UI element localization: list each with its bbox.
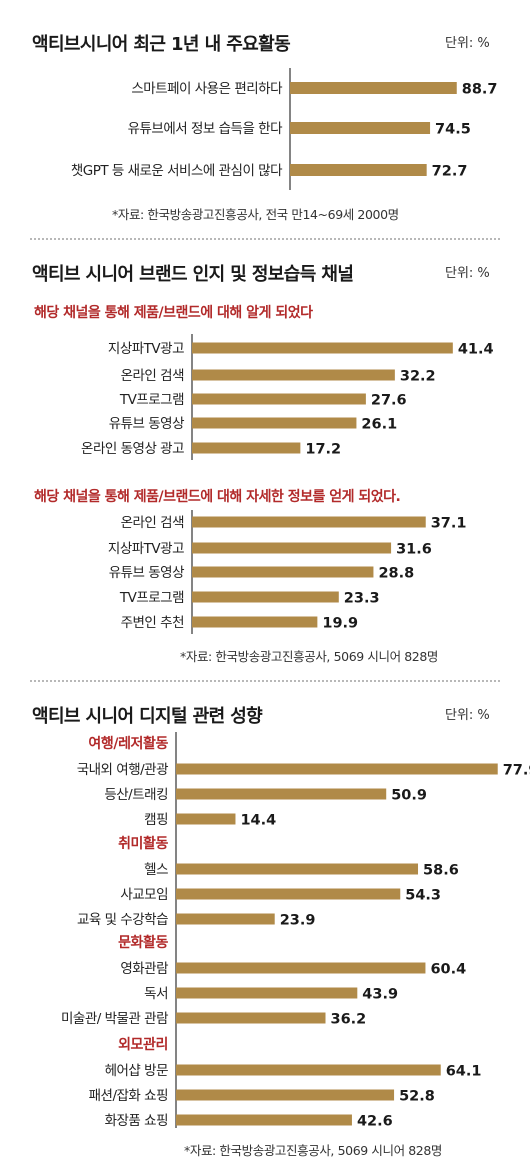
chart3-value-label: 31.6: [396, 542, 432, 558]
chart4-bar: [176, 1114, 352, 1126]
chart4-category-label: 국내외 여행/관광: [77, 762, 168, 778]
section-2-source: *자료: 한국방송광고진흥공사, 5069 시니어 828명: [180, 649, 438, 664]
chart1-bar: [290, 164, 427, 176]
section-1-source: *자료: 한국방송광고진흥공사, 전국 만14~69세 2000명: [112, 207, 399, 222]
chart4-category-label: 등산/트래킹: [104, 787, 168, 803]
chart2-value-label: 27.6: [371, 393, 407, 409]
chart3-category-label: TV프로그램: [119, 590, 184, 606]
section-3-title: 액티브 시니어 디지털 관련 성향: [32, 706, 263, 727]
chart4-group-label: 취미활동: [118, 835, 168, 852]
section-divider-1: [30, 238, 500, 240]
section-divider-2: [30, 680, 500, 682]
chart4-category-label: 교육 및 수강학습: [77, 912, 168, 928]
chart4-group-label: 외모관리: [118, 1036, 168, 1053]
chart2-bar: [192, 369, 395, 381]
chart4-bar: [176, 763, 498, 775]
chart2-bar: [192, 417, 357, 429]
chart4-value-label: 52.8: [399, 1089, 435, 1105]
chart4-value-label: 50.9: [391, 788, 427, 804]
chart4-value-label: 23.9: [280, 913, 316, 929]
chart3-value-label: 19.9: [322, 616, 358, 632]
chart1-category-label: 스마트페이 사용은 편리하다: [131, 81, 283, 97]
chart3-bar: [192, 516, 426, 528]
chart4-category-label: 화장품 쇼핑: [105, 1113, 168, 1129]
chart1-value-label: 72.7: [432, 164, 468, 180]
chart2-bar: [192, 442, 301, 454]
section-2-subtitle-2: 해당 채널을 통해 제품/브랜드에 대해 자세한 정보를 얻게 되었다.: [34, 489, 401, 505]
chart1-bar: [290, 122, 431, 134]
chart4-value-label: 14.4: [240, 813, 276, 829]
chart4-category-label: 영화관람: [120, 961, 168, 977]
chart4-group-label: 문화활동: [118, 934, 168, 951]
chart4-category-label: 헬스: [144, 862, 168, 878]
chart3-bar: [192, 591, 339, 603]
chart4-category-label: 독서: [144, 986, 168, 1002]
section-3-unit: 단위: %: [445, 708, 490, 723]
chart4-category-label: 헤어샵 방문: [105, 1063, 168, 1079]
section-2-subtitle-1: 해당 채널을 통해 제품/브랜드에 대해 알게 되었다: [34, 305, 313, 321]
chart1-category-label: 유튜브에서 정보 습득을 한다: [128, 121, 283, 137]
chart4-category-label: 캠핑: [144, 812, 168, 828]
chart4-bar: [176, 1064, 441, 1076]
chart4-bar: [176, 788, 387, 800]
chart4-category-label: 미술관/ 박물관 관람: [61, 1011, 168, 1027]
chart4-value-label: 60.4: [430, 962, 466, 978]
chart3-bar: [192, 616, 318, 628]
section-1-unit: 단위: %: [445, 36, 490, 51]
chart2-bar: [192, 342, 453, 354]
chart2-value-label: 32.2: [400, 369, 436, 385]
section-3-source: *자료: 한국방송광고진흥공사, 5069 시니어 828명: [184, 1143, 442, 1158]
chart1-value-label: 88.7: [462, 82, 498, 98]
chart4-bar: [176, 962, 426, 974]
chart4-bar: [176, 913, 275, 925]
chart3-bar: [192, 566, 374, 578]
chart2-category-label: TV프로그램: [119, 392, 184, 408]
chart4-bar: [176, 813, 236, 825]
section-2-unit: 단위: %: [445, 266, 490, 281]
chart4-category-label: 사교모임: [120, 887, 168, 903]
chart4-bar: [176, 888, 401, 900]
chart3-category-label: 주변인 추천: [121, 615, 184, 631]
chart1-value-label: 74.5: [435, 122, 471, 138]
chart3-bar: [192, 542, 392, 554]
chart4-bar: [176, 1012, 326, 1024]
section-2-title: 액티브 시니어 브랜드 인지 및 정보습득 채널: [32, 264, 354, 285]
chart3-category-label: 유튜브 동영상: [109, 565, 184, 581]
chart4-bar: [176, 1089, 395, 1101]
chart4-value-label: 58.6: [423, 863, 459, 879]
chart2-category-label: 온라인 검색: [121, 368, 184, 384]
chart3-category-label: 지상파TV광고: [108, 541, 184, 557]
chart2-category-label: 유튜브 동영상: [109, 416, 184, 432]
chart2-bar: [192, 393, 366, 405]
chart4-value-label: 54.3: [405, 888, 441, 904]
chart2-value-label: 26.1: [361, 417, 397, 433]
chart2-value-label: 17.2: [305, 442, 341, 458]
chart4-value-label: 77.9: [503, 763, 530, 779]
chart4-value-label: 36.2: [331, 1012, 367, 1028]
chart4-bar: [176, 987, 358, 999]
chart4-bar: [176, 863, 419, 875]
chart4-value-label: 42.6: [357, 1114, 393, 1130]
chart4-group-label: 여행/레저활동: [88, 735, 168, 752]
chart2-value-label: 41.4: [458, 342, 494, 358]
chart3-category-label: 온라인 검색: [121, 515, 184, 531]
chart1-bar: [290, 82, 457, 94]
chart3-value-label: 23.3: [344, 591, 380, 607]
chart4-category-label: 패션/잡화 쇼핑: [89, 1088, 168, 1104]
chart3-value-label: 28.8: [378, 566, 414, 582]
chart4-value-label: 43.9: [362, 987, 398, 1003]
section-1-title: 액티브시니어 최근 1년 내 주요활동: [32, 34, 291, 55]
chart3-value-label: 37.1: [431, 516, 467, 532]
chart2-category-label: 지상파TV광고: [108, 341, 184, 357]
chart1-category-label: 챗GPT 등 새로운 서비스에 관심이 많다: [71, 163, 283, 179]
chart4-value-label: 64.1: [446, 1064, 482, 1080]
chart2-category-label: 온라인 동영상 광고: [81, 441, 184, 457]
